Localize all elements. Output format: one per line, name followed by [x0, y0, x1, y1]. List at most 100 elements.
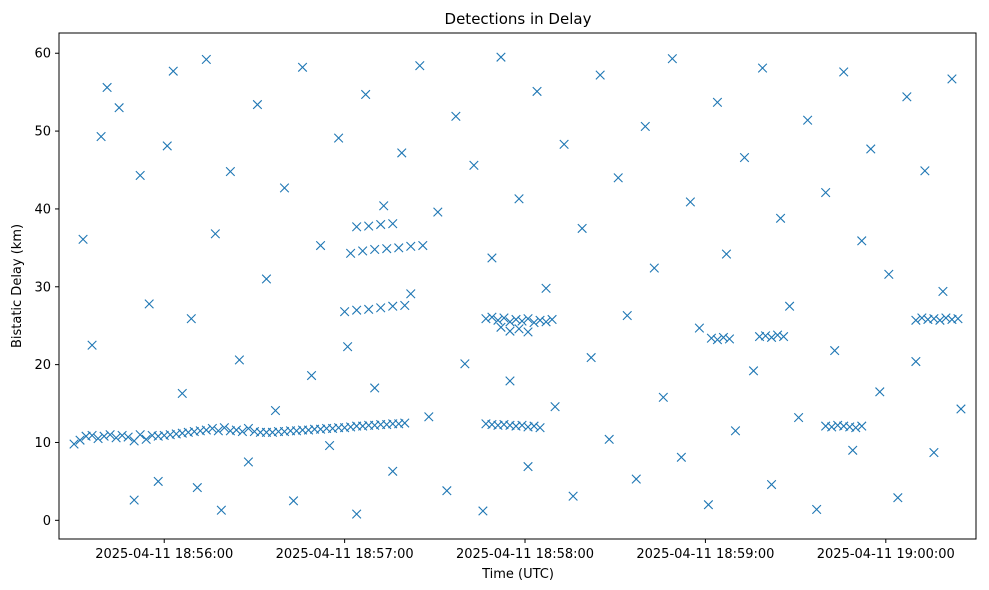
x-axis-ticks: 2025-04-11 18:56:00 2025-04-11 18:57:00 20…: [95, 539, 955, 562]
data-point: [388, 219, 398, 229]
data-point: [793, 412, 804, 423]
data-point: [144, 299, 154, 309]
data-point: [857, 421, 867, 431]
data-point: [517, 316, 527, 326]
data-point: [78, 234, 88, 244]
data-point: [237, 426, 248, 437]
data-point: [535, 422, 545, 433]
data-point: [382, 243, 392, 254]
data-point: [839, 67, 849, 77]
data-point: [772, 330, 783, 340]
data-point: [333, 133, 344, 143]
data-point: [532, 86, 542, 97]
data-point: [493, 315, 503, 325]
data-point: [406, 289, 416, 299]
x-tick-label: 2025-04-11 18:59:00: [636, 547, 774, 562]
data-point: [911, 356, 921, 367]
y-tick-label: 40: [34, 202, 51, 217]
data-point: [911, 315, 921, 325]
data-point: [451, 111, 461, 121]
data-point: [658, 392, 669, 403]
data-point: [153, 476, 163, 487]
data-point: [875, 387, 885, 397]
x-tick-label: 2025-04-11 18:57:00: [276, 547, 414, 562]
data-point: [69, 439, 79, 449]
data-point: [568, 491, 578, 501]
y-tick-label: 0: [43, 514, 51, 529]
data-point: [129, 495, 139, 505]
data-point: [857, 236, 867, 246]
data-point: [345, 248, 356, 258]
data-point: [851, 422, 861, 433]
data-point: [730, 426, 741, 436]
data-point: [288, 496, 299, 506]
data-point: [315, 240, 326, 251]
data-point: [207, 423, 218, 434]
data-point: [186, 314, 196, 324]
data-point: [802, 115, 813, 125]
data-point: [947, 74, 957, 84]
data-point: [667, 54, 678, 64]
data-point: [234, 355, 245, 365]
data-point: [342, 342, 353, 352]
data-point: [351, 305, 362, 315]
y-tick-label: 30: [34, 280, 51, 295]
data-point: [360, 89, 371, 100]
data-point: [376, 219, 386, 230]
data-point: [162, 141, 172, 151]
data-point: [517, 420, 527, 431]
data-point: [351, 509, 362, 519]
data-point: [192, 482, 202, 493]
data-point: [547, 314, 557, 325]
data-point: [369, 383, 380, 393]
data-point: [529, 421, 539, 431]
data-point: [917, 313, 927, 323]
data-point: [141, 434, 151, 445]
data-point: [369, 244, 380, 255]
y-tick-label: 50: [34, 125, 51, 140]
data-point: [487, 253, 497, 263]
data-point: [252, 99, 263, 110]
data-point: [703, 500, 714, 510]
plot-area-frame: [58, 32, 977, 540]
data-point: [830, 345, 840, 356]
data-point: [541, 317, 551, 327]
x-tick-label: 2025-04-11 18:58:00: [456, 547, 594, 562]
data-point: [748, 366, 759, 376]
data-point: [640, 121, 650, 132]
data-point: [766, 479, 777, 490]
data-point: [424, 412, 434, 422]
data-point: [848, 445, 858, 455]
data-point: [739, 152, 750, 163]
data-point: [102, 82, 112, 93]
data-point: [935, 315, 945, 325]
data-point: [496, 322, 506, 332]
data-point: [219, 422, 230, 433]
data-point: [956, 404, 966, 414]
data-point: [306, 370, 317, 381]
x-tick-label: 2025-04-11 19:00:00: [817, 547, 955, 562]
data-point: [953, 314, 963, 324]
data-point: [216, 505, 227, 515]
data-point: [820, 187, 831, 198]
data-point: [324, 440, 335, 451]
data-point: [99, 431, 109, 441]
data-point: [231, 425, 242, 435]
data-point: [631, 474, 641, 484]
data-point: [622, 310, 632, 321]
data-point: [243, 423, 254, 434]
data-point: [177, 388, 187, 399]
data-point: [135, 170, 145, 181]
data-point: [351, 222, 362, 232]
data-point: [442, 486, 452, 496]
data-point: [201, 425, 212, 435]
y-axis-title: Bistatic Delay (km): [10, 224, 25, 348]
data-point: [388, 301, 398, 311]
data-point: [757, 63, 768, 73]
data-point: [523, 314, 533, 324]
data-point: [866, 144, 876, 154]
data-point: [929, 314, 939, 324]
data-point: [505, 376, 515, 386]
